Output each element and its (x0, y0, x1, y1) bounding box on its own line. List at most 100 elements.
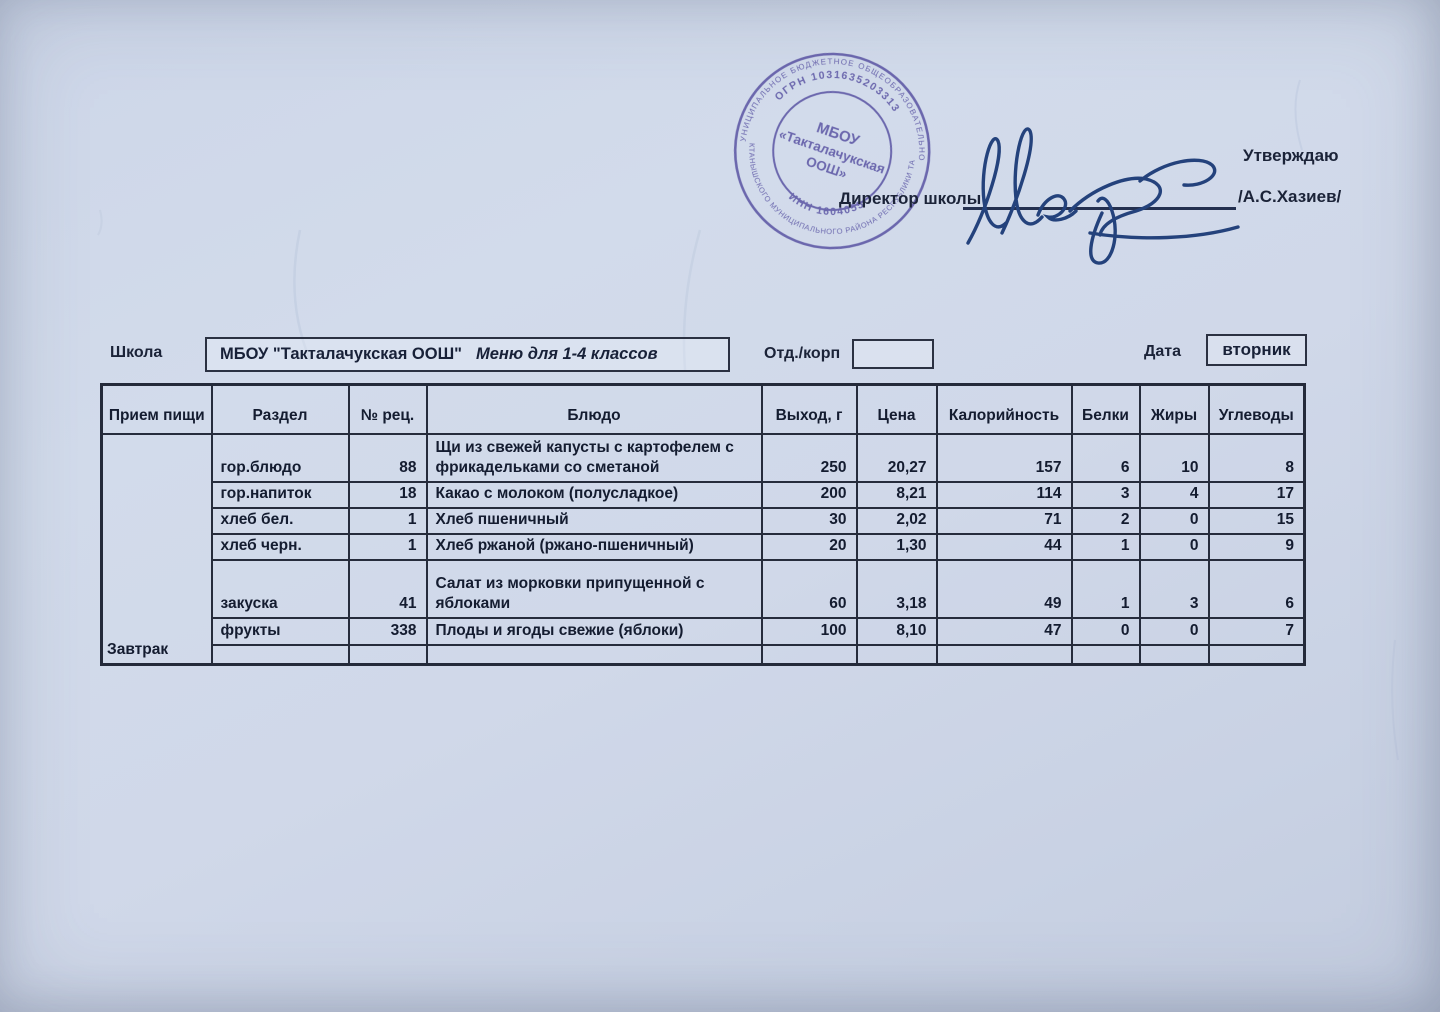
col-header-recipe-no: № рец. (347, 383, 428, 435)
protein-cell: 2 (1070, 506, 1141, 535)
stamp-inner-circle (772, 91, 893, 212)
signature-line (963, 207, 1236, 210)
weight-cell: 30 (760, 506, 858, 535)
menu-table: Прием пищи Раздел № рец. Блюдо Выход, г … (100, 383, 1306, 666)
calories-cell: 47 (935, 616, 1073, 646)
carbs-cell: 8 (1207, 432, 1306, 483)
dish-cell: Хлеб пшеничный (425, 506, 763, 535)
carbs-cell: 15 (1207, 506, 1306, 535)
section-cell: хлеб бел. (210, 506, 350, 535)
carbs-cell: 6 (1207, 558, 1306, 619)
table-row: фрукты 338 Плоды и ягоды свежие (яблоки)… (102, 616, 1306, 646)
col-header-dish: Блюдо (425, 383, 763, 435)
section-cell (210, 643, 350, 666)
section-cell: закуска (210, 558, 350, 619)
director-label: Директор школы (839, 189, 982, 208)
price-cell: 1,30 (855, 532, 938, 561)
col-header-price: Цена (855, 383, 938, 435)
carbs-cell: 7 (1207, 616, 1306, 646)
date-value: вторник (1222, 340, 1291, 359)
table-row: хлеб черн. 1 Хлеб ржаной (ржано-пшеничны… (102, 532, 1306, 561)
recipe-no-cell: 1 (347, 506, 428, 535)
weight-cell: 20 (760, 532, 858, 561)
price-cell: 8,21 (855, 480, 938, 509)
dept-value-box (852, 339, 934, 369)
dish-cell (425, 643, 763, 666)
carbs-cell: 9 (1207, 532, 1306, 561)
protein-cell: 6 (1070, 432, 1141, 483)
carbs-cell (1207, 643, 1306, 666)
price-cell: 3,18 (855, 558, 938, 619)
col-header-meal: Прием пищи (100, 383, 213, 435)
director-name: /А.С.Хазиев/ (1238, 187, 1342, 206)
section-cell: гор.напиток (210, 480, 350, 509)
table-row: закуска 41 Салат из морковки припущенной… (102, 558, 1306, 619)
date-value-box: вторник (1206, 334, 1307, 366)
col-header-carbs: Углеводы (1207, 383, 1306, 435)
price-cell: 20,27 (855, 432, 938, 483)
section-cell: хлеб черн. (210, 532, 350, 561)
protein-cell: 1 (1070, 558, 1141, 619)
section-cell: гор.блюдо (210, 432, 350, 483)
col-header-weight: Выход, г (760, 383, 858, 435)
fat-cell (1138, 643, 1210, 666)
dish-cell: Салат из морковки припущенной с яблоками (425, 558, 763, 619)
stamp-center-text: МБОУ «Такталачукская ООШ» (777, 119, 887, 181)
price-cell (855, 643, 938, 666)
director-signature (966, 127, 1240, 265)
weight-cell: 200 (760, 480, 858, 509)
dish-cell: Плоды и ягоды свежие (яблоки) (425, 616, 763, 646)
fat-cell: 4 (1138, 480, 1210, 509)
col-header-fat: Жиры (1138, 383, 1210, 435)
meal-name-cell: Завтрак (100, 432, 213, 666)
weight-cell: 100 (760, 616, 858, 646)
col-header-calories: Калорийность (935, 383, 1073, 435)
date-label: Дата (1144, 343, 1182, 360)
weight-cell (760, 643, 858, 666)
recipe-no-cell: 41 (347, 558, 428, 619)
fat-cell: 0 (1138, 616, 1210, 646)
calories-cell: 49 (935, 558, 1073, 619)
section-cell: фрукты (210, 616, 350, 646)
calories-cell (935, 643, 1073, 666)
weight-cell: 60 (760, 558, 858, 619)
table-row: хлеб бел. 1 Хлеб пшеничный 30 2,02 71 2 … (102, 506, 1306, 535)
protein-cell: 0 (1070, 616, 1141, 646)
fat-cell: 0 (1138, 506, 1210, 535)
school-label: Школа (110, 344, 163, 361)
carbs-cell: 17 (1207, 480, 1306, 509)
price-cell: 8,10 (855, 616, 938, 646)
dish-cell: Хлеб ржаной (ржано-пшеничный) (425, 532, 763, 561)
dish-cell: Щи из свежей капусты с картофелем с фрик… (425, 432, 763, 483)
fat-cell: 0 (1138, 532, 1210, 561)
protein-cell (1070, 643, 1141, 666)
table-row: Завтрак гор.блюдо 88 Щи из свежей капуст… (100, 432, 1306, 666)
recipe-no-cell: 18 (347, 480, 428, 509)
recipe-no-cell: 1 (347, 532, 428, 561)
weight-cell: 250 (760, 432, 858, 483)
fat-cell: 10 (1138, 432, 1210, 483)
table-row-empty (102, 643, 1306, 666)
recipe-no-cell: 338 (347, 616, 428, 646)
calories-cell: 157 (935, 432, 1073, 483)
stamp-outer-circle (733, 52, 931, 250)
col-header-section: Раздел (210, 383, 350, 435)
calories-cell: 114 (935, 480, 1073, 509)
approval-title: Утверждаю (1243, 146, 1339, 165)
fat-cell: 3 (1138, 558, 1210, 619)
recipe-no-cell: 88 (347, 432, 428, 483)
protein-cell: 3 (1070, 480, 1141, 509)
dish-cell: Какао с молоком (полусладкое) (425, 480, 763, 509)
menu-title: Меню для 1-4 классов (476, 345, 658, 363)
col-header-protein: Белки (1070, 383, 1141, 435)
school-name: МБОУ "Такталачукская ООШ" (220, 345, 462, 363)
school-round-stamp: МУНИЦИПАЛЬНОЕ БЮДЖЕТНОЕ ОБЩЕОБРАЗОВАТЕЛЬ… (713, 39, 937, 250)
table-row: гор.напиток 18 Какао с молоком (полуслад… (102, 480, 1306, 509)
recipe-no-cell (347, 643, 428, 666)
price-cell: 2,02 (855, 506, 938, 535)
table-header-row: Прием пищи Раздел № рец. Блюдо Выход, г … (100, 383, 1306, 435)
protein-cell: 1 (1070, 532, 1141, 561)
school-name-box: МБОУ "Такталачукская ООШ" Меню для 1-4 к… (205, 337, 730, 372)
dept-label: Отд./корп (764, 345, 841, 362)
